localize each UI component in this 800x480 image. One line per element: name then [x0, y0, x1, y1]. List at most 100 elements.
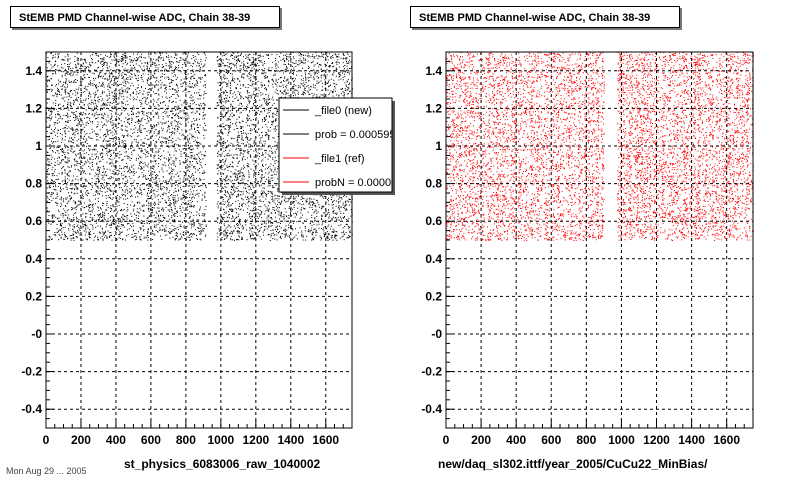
data-point: [135, 159, 137, 161]
data-point: [119, 225, 121, 227]
data-point: [176, 210, 178, 212]
data-point: [127, 71, 129, 73]
data-point: [103, 135, 105, 137]
data-point: [151, 134, 153, 136]
data-point: [185, 79, 187, 81]
data-point: [116, 205, 118, 207]
data-point: [126, 64, 128, 66]
data-point: [109, 232, 111, 234]
data-point: [138, 111, 140, 113]
data-point: [192, 148, 194, 150]
data-point: [184, 152, 186, 153]
data-point: [135, 139, 137, 141]
data-point: [146, 79, 148, 81]
data-point: [110, 208, 112, 209]
data-point: [176, 200, 178, 202]
data-point: [140, 150, 142, 151]
data-point: [128, 82, 130, 84]
data-point: [155, 129, 157, 131]
data-point: [218, 96, 220, 98]
data-point: [84, 90, 86, 92]
data-point: [110, 176, 112, 178]
data-point: [53, 188, 55, 190]
data-point: [128, 123, 130, 124]
data-point: [140, 124, 142, 125]
data-point: [237, 52, 239, 54]
data-point: [79, 149, 80, 151]
data-point: [149, 192, 151, 194]
data-point: [227, 85, 229, 87]
data-point: [178, 115, 180, 117]
data-point: [123, 218, 125, 220]
data-point: [121, 172, 122, 174]
data-point: [148, 112, 150, 114]
data-point: [238, 189, 240, 191]
data-point: [154, 105, 156, 107]
data-point: [165, 142, 167, 144]
data-point: [223, 173, 225, 175]
data-point: [74, 164, 76, 166]
data-point: [223, 225, 225, 227]
data-point: [110, 207, 112, 209]
data-point: [64, 63, 66, 65]
data-point: [187, 140, 189, 142]
data-point: [84, 188, 86, 189]
data-point: [95, 133, 96, 135]
data-point: [227, 229, 229, 231]
data-point: [234, 172, 236, 174]
data-point: [100, 208, 102, 210]
data-point: [198, 219, 200, 221]
data-point: [191, 157, 193, 159]
data-point: [190, 97, 192, 99]
data-point: [182, 161, 184, 163]
data-point: [92, 224, 94, 226]
data-point: [171, 82, 173, 84]
data-point: [68, 130, 70, 132]
data-point: [148, 208, 150, 210]
data-point: [72, 207, 74, 209]
data-point: [170, 157, 172, 159]
data-point: [70, 188, 72, 190]
data-point: [68, 160, 70, 162]
data-point: [133, 170, 135, 172]
data-point: [171, 173, 173, 175]
data-point: [129, 169, 131, 171]
data-point: [148, 121, 150, 123]
data-point: [82, 123, 84, 125]
data-point: [140, 144, 142, 146]
data-point: [174, 74, 176, 76]
data-point: [196, 110, 198, 112]
data-point: [187, 69, 189, 71]
data-point: [137, 177, 139, 179]
data-point: [237, 144, 239, 146]
data-point: [67, 122, 69, 124]
data-point: [194, 55, 196, 57]
data-point: [103, 211, 105, 213]
data-point: [156, 182, 158, 184]
data-point: [225, 231, 227, 233]
data-point: [121, 112, 123, 114]
data-point: [182, 90, 184, 92]
data-point: [226, 124, 228, 126]
data-point: [136, 202, 138, 204]
data-point: [146, 204, 148, 206]
data-point: [143, 229, 145, 231]
data-point: [147, 120, 149, 122]
data-point: [187, 60, 189, 62]
data-point: [223, 143, 225, 145]
data-point: [175, 125, 177, 127]
data-point: [61, 139, 63, 141]
data-point: [64, 210, 66, 212]
data-point: [91, 209, 93, 211]
data-point: [106, 56, 108, 57]
data-point: [241, 236, 243, 238]
data-point: [125, 176, 127, 178]
data-point: [184, 217, 186, 219]
data-point: [71, 148, 73, 150]
data-point: [87, 117, 89, 118]
data-point: [204, 221, 206, 222]
data-point: [199, 94, 200, 96]
data-point: [82, 59, 84, 61]
data-point: [139, 163, 141, 164]
data-point: [219, 125, 221, 127]
